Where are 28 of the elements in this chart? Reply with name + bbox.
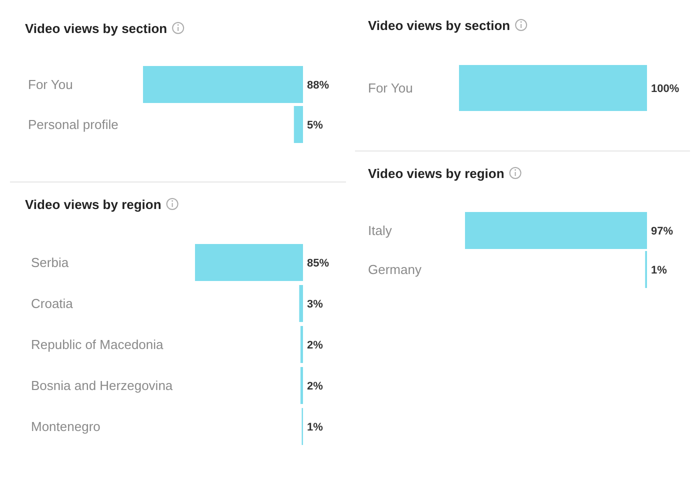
data-label: 100%	[651, 82, 680, 95]
y-tick-label: Germany	[368, 262, 422, 278]
data-label: 85%	[307, 257, 330, 270]
data-label: 5%	[307, 119, 324, 132]
y-tick-label: Montenegro	[31, 419, 100, 434]
bar	[300, 326, 303, 363]
bar	[195, 244, 303, 281]
chart-title: Video views by section	[368, 18, 510, 33]
chart-title: Video views by section	[25, 21, 168, 36]
y-tick-label: For You	[28, 77, 73, 92]
y-tick-label: Personal profile	[28, 117, 118, 132]
y-tick-label: Serbia	[31, 255, 70, 270]
y-tick-label: Croatia	[31, 296, 74, 312]
data-label: 2%	[307, 339, 324, 352]
data-label: 3%	[307, 298, 324, 310]
data-label: 97%	[651, 225, 674, 238]
data-label: 88%	[307, 79, 330, 92]
y-tick-label: For You	[368, 80, 413, 96]
bar	[299, 285, 303, 322]
bar	[300, 367, 303, 404]
chart-title: Video views by region	[368, 166, 504, 181]
data-label: 1%	[651, 264, 668, 276]
data-label: 2%	[307, 380, 324, 392]
data-label: 1%	[307, 421, 324, 434]
chart-title: Video views by region	[25, 197, 162, 212]
y-tick-label: Bosnia and Herzegovina	[31, 378, 174, 394]
y-tick-label: Italy	[368, 223, 392, 238]
y-tick-label: Republic of Macedonia	[31, 337, 164, 352]
